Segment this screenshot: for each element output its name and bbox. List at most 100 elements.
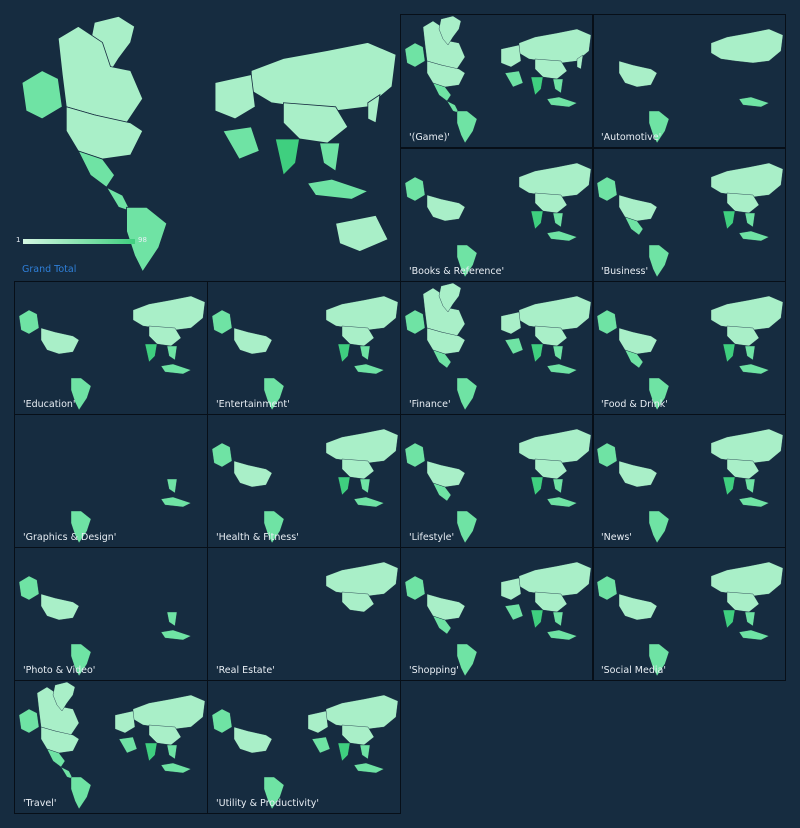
business-region-indonesia — [738, 230, 770, 242]
food-region-russia — [710, 295, 784, 331]
graphics-region-southam — [70, 510, 92, 544]
panel-label-business: 'Business' — [601, 266, 649, 277]
travel-region-europe — [114, 710, 136, 734]
finance-region-mexico — [432, 349, 452, 369]
shopping-region-europe — [500, 577, 522, 601]
lifestyle-region-mexico — [432, 482, 452, 502]
health-region-southam — [263, 510, 285, 544]
graphics-region-seasia — [166, 478, 178, 494]
map-svg-business — [596, 162, 784, 278]
books-region-indonesia — [546, 230, 578, 242]
social-region-usa — [618, 593, 658, 621]
map-svg-finance — [404, 282, 592, 411]
travel-region-alaska — [18, 708, 40, 734]
map-svg-lifestyle — [404, 428, 592, 544]
shopping-region-southam — [456, 643, 478, 677]
map-svg-automotive — [618, 28, 784, 144]
panel-label-game: '(Game)' — [409, 132, 450, 143]
health-region-indonesia — [353, 496, 385, 508]
panel-label-education: 'Education' — [23, 399, 76, 410]
automotive-region-usa — [618, 60, 658, 88]
finance-region-usa — [426, 327, 466, 355]
news-region-russia — [710, 428, 784, 464]
map-panel-graphics: 'Graphics & Design' — [14, 414, 208, 548]
finance-region-alaska — [404, 309, 426, 335]
food-region-india — [722, 343, 736, 363]
food-region-indonesia — [738, 363, 770, 375]
map-svg-utility — [211, 694, 399, 810]
utility-region-russia — [325, 694, 399, 730]
grand-total-map-svg — [21, 15, 397, 273]
books-region-southam — [456, 244, 478, 278]
panel-label-graphics: 'Graphics & Design' — [23, 532, 117, 543]
entertainment-region-india — [337, 343, 351, 363]
shopping-region-india — [530, 609, 544, 629]
panel-label-food: 'Food & Drink' — [601, 399, 668, 410]
grand-region-mexico — [77, 150, 116, 188]
shopping-region-mexico — [432, 615, 452, 635]
map-panel-photo: 'Photo & Video' — [14, 547, 208, 681]
game-region-alaska — [404, 42, 426, 68]
books-region-alaska — [404, 176, 426, 202]
finance-region-greenland — [438, 282, 462, 313]
grand-region-japan — [367, 93, 381, 124]
business-region-usa — [618, 194, 658, 222]
map-svg-graphics — [70, 478, 192, 544]
education-region-india — [144, 343, 158, 363]
grand-region-alaska — [21, 70, 63, 120]
map-svg-health — [211, 428, 399, 544]
map-panel-lifestyle: 'Lifestyle' — [400, 414, 594, 548]
utility-region-middleeast — [311, 736, 331, 754]
utility-region-seasia — [359, 744, 371, 760]
utility-region-usa — [233, 726, 273, 754]
lifestyle-region-southam — [456, 510, 478, 544]
news-region-southam — [648, 510, 670, 544]
map-svg-photo — [18, 575, 192, 677]
travel-region-middleeast — [118, 736, 138, 754]
panel-label-shopping: 'Shopping' — [409, 665, 459, 676]
grand-total-label: Grand Total — [22, 264, 77, 275]
legend-max-label: 98 — [138, 236, 147, 244]
utility-region-southam — [263, 776, 285, 810]
map-svg-game — [404, 15, 592, 144]
social-region-seasia — [744, 611, 756, 627]
photo-region-alaska — [18, 575, 40, 601]
panel-label-health: 'Health & Fitness' — [216, 532, 299, 543]
food-region-alaska — [596, 309, 618, 335]
food-region-southam — [648, 377, 670, 411]
game-region-indonesia — [546, 96, 578, 108]
map-panel-social: 'Social Media' — [592, 547, 786, 681]
photo-region-usa — [40, 593, 80, 621]
map-svg-food — [596, 295, 784, 411]
photo-region-indonesia — [160, 629, 192, 641]
news-region-indonesia — [738, 496, 770, 508]
panel-label-news: 'News' — [601, 532, 632, 543]
panel-label-realestate: 'Real Estate' — [216, 665, 275, 676]
map-panel-news: 'News' — [592, 414, 786, 548]
shopping-region-alaska — [404, 575, 426, 601]
game-region-europe — [500, 44, 522, 68]
finance-region-seasia — [552, 345, 564, 361]
game-region-usa — [426, 60, 466, 88]
map-panel-food: 'Food & Drink' — [592, 281, 786, 415]
graphics-region-indonesia — [160, 496, 192, 508]
lifestyle-region-indonesia — [546, 496, 578, 508]
social-region-russia — [710, 561, 784, 597]
photo-region-seasia — [166, 611, 178, 627]
grand-region-australia — [335, 214, 389, 252]
business-region-india — [722, 210, 736, 230]
game-region-japan — [576, 54, 584, 70]
business-region-seasia — [744, 212, 756, 228]
map-panel-automotive: 'Automotive' — [592, 14, 786, 148]
travel-region-southam — [70, 776, 92, 810]
map-panel-entertainment: 'Entertainment' — [207, 281, 401, 415]
finance-region-indonesia — [546, 363, 578, 375]
entertainment-region-russia — [325, 295, 399, 331]
finance-region-middleeast — [504, 337, 524, 355]
game-region-india — [530, 76, 544, 96]
entertainment-region-usa — [233, 327, 273, 355]
map-panel-game: '(Game)' — [400, 14, 594, 148]
legend-gradient-bar — [23, 239, 135, 244]
entertainment-region-indonesia — [353, 363, 385, 375]
panel-label-books: 'Books & Reference' — [409, 266, 505, 277]
